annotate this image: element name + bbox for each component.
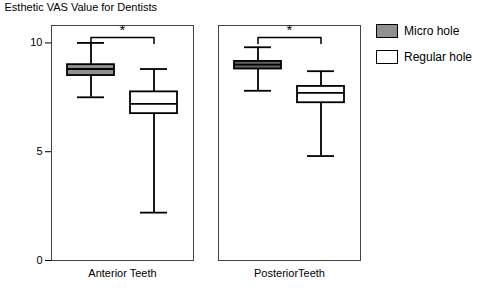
svg-text:0: 0 [36,254,42,266]
svg-text:*: * [287,21,293,38]
svg-text:*: * [120,21,126,38]
svg-text:PosteriorTeeth: PosteriorTeeth [254,267,325,279]
html-text:Regular hole: Regular hole [404,50,472,64]
svg-text:Esthetic VAS Value for Dentist: Esthetic VAS Value for Dentists [5,1,158,13]
svg-text:5: 5 [36,145,42,157]
svg-text:10: 10 [30,36,42,48]
html-text:Micro hole: Micro hole [404,24,460,38]
svg-text:Anterior Teeth: Anterior Teeth [88,267,156,279]
